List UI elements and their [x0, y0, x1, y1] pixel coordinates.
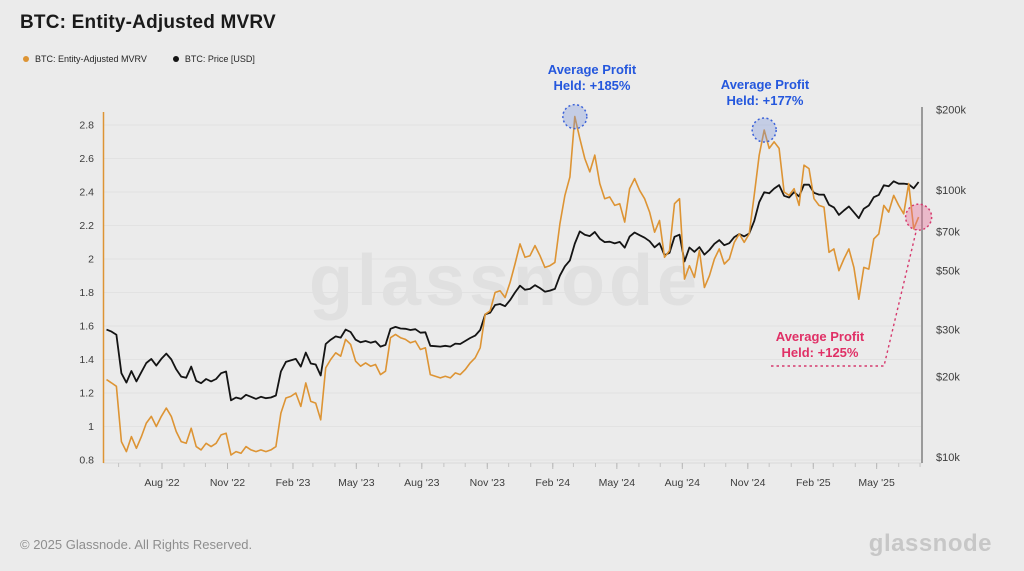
svg-text:$100k: $100k [936, 185, 966, 197]
svg-text:2.8: 2.8 [79, 120, 94, 132]
svg-text:1.6: 1.6 [79, 321, 94, 333]
annotation-profit-177: Average Profit Held: +177% [680, 77, 850, 109]
svg-text:Feb '23: Feb '23 [276, 477, 311, 489]
annotation-profit-125: Average Profit Held: +125% [735, 329, 905, 361]
svg-text:1: 1 [88, 421, 94, 433]
svg-text:1.2: 1.2 [79, 388, 94, 400]
price-series-dot-icon [172, 56, 179, 62]
svg-text:0.8: 0.8 [79, 455, 94, 467]
svg-text:May '23: May '23 [338, 477, 375, 489]
svg-text:2: 2 [88, 254, 94, 266]
svg-text:1.8: 1.8 [79, 287, 94, 299]
svg-text:Aug '23: Aug '23 [404, 477, 439, 489]
annotation-profit-185: Average Profit Held: +185% [507, 62, 677, 94]
svg-text:$10k: $10k [936, 452, 960, 464]
mvrv-series-dot-icon [23, 56, 29, 62]
svg-text:Feb '24: Feb '24 [535, 477, 570, 489]
svg-text:$70k: $70k [936, 226, 960, 238]
svg-text:$30k: $30k [936, 325, 960, 337]
legend: BTC: Entity-Adjusted MVRV BTC: Price [US… [23, 54, 255, 64]
svg-text:2.2: 2.2 [79, 220, 94, 232]
svg-text:Aug '24: Aug '24 [665, 477, 700, 489]
legend-item-price: BTC: Price [USD] [172, 54, 255, 64]
annotation-line: Average Profit [547, 62, 637, 77]
svg-text:Nov '23: Nov '23 [470, 477, 505, 489]
legend-item-mvrv: BTC: Entity-Adjusted MVRV [23, 54, 147, 64]
svg-text:Nov '24: Nov '24 [730, 477, 765, 489]
svg-text:Aug '22: Aug '22 [144, 477, 179, 489]
svg-text:$20k: $20k [936, 372, 960, 384]
annotation-line: Held: +125% [781, 345, 859, 360]
legend-label-price: BTC: Price [USD] [184, 54, 255, 64]
svg-text:$200k: $200k [936, 105, 966, 117]
svg-text:2.6: 2.6 [79, 153, 94, 165]
svg-text:2.4: 2.4 [79, 187, 94, 199]
annotation-line: Average Profit [775, 329, 865, 344]
annotation-line: Held: +177% [726, 93, 804, 108]
legend-label-mvrv: BTC: Entity-Adjusted MVRV [35, 54, 147, 64]
svg-text:May '24: May '24 [599, 477, 636, 489]
copyright-text: © 2025 Glassnode. All Rights Reserved. [20, 537, 253, 552]
glassnode-logo: glassnode [868, 530, 992, 557]
svg-text:Nov '22: Nov '22 [210, 477, 245, 489]
annotation-line: Average Profit [720, 77, 810, 92]
svg-text:glassnode: glassnode [309, 241, 701, 321]
svg-text:$50k: $50k [936, 265, 960, 277]
annotation-line: Held: +185% [553, 78, 631, 93]
svg-text:Feb '25: Feb '25 [796, 477, 831, 489]
svg-text:May '25: May '25 [858, 477, 895, 489]
page-title: BTC: Entity-Adjusted MVRV [20, 12, 276, 33]
svg-text:1.4: 1.4 [79, 354, 94, 366]
